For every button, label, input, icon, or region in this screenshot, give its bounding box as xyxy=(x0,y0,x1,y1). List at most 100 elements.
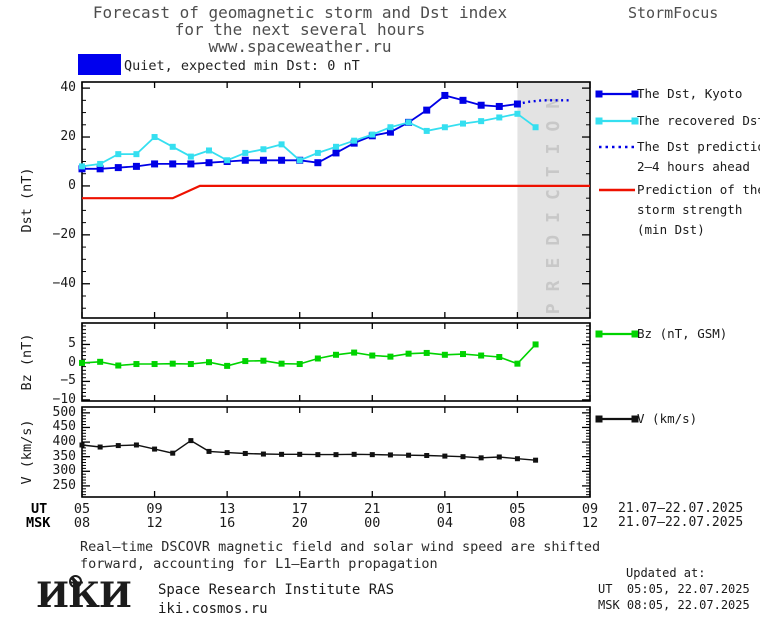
marker-v xyxy=(514,456,520,462)
marker-v xyxy=(188,438,194,444)
marker-v xyxy=(333,452,339,458)
storm-status-label: Quiet, expected min Dst: 0 nT xyxy=(124,58,360,74)
ut-date-range: 21.07–22.07.2025 xyxy=(618,501,744,516)
marker-bz xyxy=(369,352,376,359)
legend-marker-dst_recovered xyxy=(595,117,603,125)
x-tick-ut: 05 xyxy=(509,501,526,517)
marker-dst_kyoto xyxy=(459,96,467,104)
series-bz xyxy=(81,343,537,367)
legend-label-dst_kyoto: The Dst, Kyoto xyxy=(637,86,743,101)
series-storm_strength xyxy=(82,184,590,200)
marker-dst_recovered xyxy=(151,134,158,141)
y-tick-label: −20 xyxy=(52,226,76,242)
legend-label-v: V (km/s) xyxy=(637,411,698,426)
marker-bz xyxy=(169,360,176,367)
y-tick-label: 500 xyxy=(52,404,76,420)
marker-v xyxy=(297,451,303,457)
x-tick-msk: 12 xyxy=(146,515,163,531)
iki-logo-leaf-icon xyxy=(69,575,82,588)
updated-at-label: Updated at: xyxy=(626,566,706,580)
x-tick-msk: 12 xyxy=(581,515,599,531)
chart-frame-2 xyxy=(81,406,591,498)
marker-dst_kyoto xyxy=(132,162,140,170)
marker-bz xyxy=(278,360,285,367)
institute-site-link[interactable]: iki.cosmos.ru xyxy=(158,601,268,617)
chart-frame-0 xyxy=(81,81,591,319)
y-tick-label: −5 xyxy=(60,373,76,389)
x-tick-msk: 20 xyxy=(291,515,308,531)
marker-dst_recovered xyxy=(514,110,521,117)
y-tick-label: 350 xyxy=(52,448,76,464)
marker-dst_recovered xyxy=(423,127,430,134)
marker-dst_kyoto xyxy=(241,156,249,164)
marker-v xyxy=(206,448,212,454)
marker-bz xyxy=(97,358,104,365)
marker-bz xyxy=(496,354,503,361)
marker-dst_recovered xyxy=(206,147,212,154)
legend-marker-dst_recovered xyxy=(631,117,639,125)
marker-dst_recovered xyxy=(441,124,448,131)
marker-bz xyxy=(115,362,122,369)
marker-v xyxy=(478,455,484,461)
marker-bz xyxy=(514,360,521,367)
x-tick-ut: 05 xyxy=(73,501,91,517)
storm-level-swatch xyxy=(78,54,121,75)
marker-bz xyxy=(296,361,303,368)
marker-dst_recovered xyxy=(115,151,122,158)
marker-v xyxy=(442,453,448,459)
page-title-line1: Forecast of geomagnetic storm and Dst in… xyxy=(92,3,508,22)
updated-at-ut: UT 05:05, 22.07.2025 xyxy=(598,582,750,596)
y-tick-label: −10 xyxy=(52,391,76,407)
x-tick-ut: 09 xyxy=(581,501,599,517)
marker-dst_recovered xyxy=(296,157,303,164)
x-tick-msk: 08 xyxy=(509,515,526,531)
prediction-band-label: PREDICTION xyxy=(543,86,564,314)
marker-v xyxy=(460,454,466,460)
x-tick-ut: 01 xyxy=(436,501,453,517)
y-tick-label: 40 xyxy=(60,80,76,96)
x-tick-ut: 17 xyxy=(291,501,308,517)
x-tick-msk: 16 xyxy=(219,515,236,531)
marker-v xyxy=(79,442,85,448)
marker-dst_kyoto xyxy=(441,91,449,99)
institute-name: Space Research Institute RAS xyxy=(158,582,395,598)
x-tick-ut: 09 xyxy=(146,501,163,517)
marker-dst_kyoto xyxy=(386,128,394,136)
marker-v xyxy=(351,451,357,457)
marker-bz xyxy=(133,361,140,368)
series-dst_prediction xyxy=(517,99,572,106)
marker-dst_recovered xyxy=(460,120,466,127)
x-tick-ut: 21 xyxy=(364,501,381,517)
msk-date-range: 21.07–22.07.2025 xyxy=(618,515,744,530)
marker-bz xyxy=(460,351,466,358)
marker-bz xyxy=(79,359,85,366)
marker-dst_recovered xyxy=(224,157,231,164)
marker-dst_recovered xyxy=(351,137,358,144)
legend-label-dst_recovered: The recovered Dst xyxy=(637,113,760,128)
marker-dst_recovered xyxy=(314,149,321,156)
marker-v xyxy=(260,451,266,457)
marker-dst_recovered xyxy=(169,143,176,150)
marker-bz xyxy=(224,362,231,369)
legend-marker-dst_kyoto xyxy=(595,90,603,98)
x-tick-msk: 00 xyxy=(364,515,381,531)
updated-at-msk: MSK 08:05, 22.07.2025 xyxy=(598,598,750,612)
marker-bz xyxy=(478,352,485,359)
marker-bz xyxy=(187,361,194,368)
marker-dst_recovered xyxy=(97,160,104,167)
legend-label-storm_strength: (min Dst) xyxy=(637,222,705,237)
iki-logo: ИКИ xyxy=(36,575,132,616)
marker-v xyxy=(97,444,103,450)
marker-bz xyxy=(206,359,212,366)
marker-bz xyxy=(387,353,394,360)
series-v xyxy=(81,439,536,461)
legend-marker-dst_kyoto xyxy=(631,90,639,98)
x-tick-msk: 08 xyxy=(73,515,91,531)
marker-dst_kyoto xyxy=(278,156,286,164)
msk-row-label: MSK xyxy=(26,515,51,531)
marker-dst_recovered xyxy=(242,149,249,156)
marker-dst_recovered xyxy=(478,118,485,125)
marker-dst_recovered xyxy=(260,146,267,153)
legend-label-storm_strength: storm strength xyxy=(637,202,743,217)
marker-bz xyxy=(423,349,430,356)
